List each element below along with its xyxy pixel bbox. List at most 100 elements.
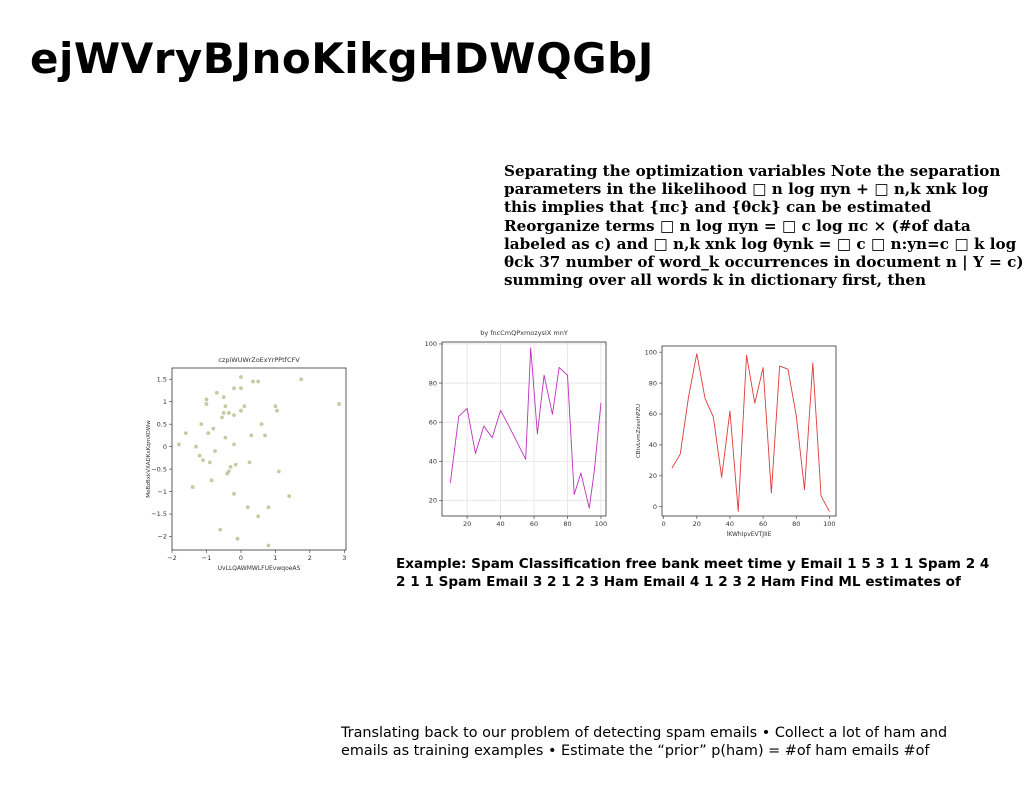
scatter-point: [232, 442, 236, 447]
plot-frame: [661, 345, 837, 517]
scatter-point: [256, 514, 261, 519]
y-tick-label: 60: [429, 418, 437, 426]
x-tick-label: −2: [167, 554, 177, 562]
slide-title: ejWVryBJnoKikgHDWQGbJ: [30, 34, 654, 83]
scatter-point: [239, 386, 243, 391]
scatter-point: [232, 413, 236, 418]
scatter-chart: −2 −1 0 1 2 3 −2 −1.5 −1 −0.5 0 0.5 1 1.5 czpiWUWrZoEx…: [146, 356, 347, 572]
y-axis-label: MeBzBxkVXADKxKqmXOWw: [146, 420, 152, 498]
y-tick-label: 20: [429, 497, 437, 505]
scatter-point: [206, 431, 211, 436]
scatter-point: [176, 442, 181, 447]
y-tick-label: −2: [157, 533, 167, 541]
scatter-point: [235, 536, 240, 541]
spam-example-paragraph: Example: Spam Classification free bank m…: [396, 556, 990, 590]
x-tick-label: 20: [693, 520, 701, 528]
scatter-point: [259, 422, 264, 427]
scatter-point: [299, 377, 304, 382]
chart-title: by fncCmQPxmozysIX mnY: [480, 329, 568, 337]
plot-frame: [171, 367, 347, 551]
x-tick-label: 3: [342, 554, 346, 562]
scatter-point: [226, 411, 231, 415]
scatter-point: [204, 402, 209, 406]
scatter-point: [275, 408, 279, 413]
optimization-paragraph: Separating the optimization variables No…: [504, 162, 1024, 290]
x-tick-label: 40: [496, 520, 504, 528]
y-axis-label: CBtvLvmZzevihPZU: [636, 404, 642, 458]
x-tick-label: 0: [662, 520, 666, 528]
y-tick-label: 80: [429, 379, 437, 387]
scatter-point: [232, 491, 236, 496]
scatter-point: [245, 505, 250, 510]
magenta-line-chart: 20 40 60 80 100 20 40 60 80 100 by fncCmQPxmozysIX…: [425, 329, 608, 528]
scatter-point: [211, 426, 216, 431]
scatter-point: [190, 485, 195, 489]
scatter-point: [199, 422, 204, 427]
scatter-point: [228, 464, 233, 469]
x-tick-label: 80: [792, 520, 800, 528]
scatter-point: [201, 458, 205, 463]
scatter-point: [287, 494, 292, 498]
y-tick-label: 100: [425, 340, 437, 348]
scatter-point: [251, 379, 255, 384]
series-line: [671, 353, 830, 512]
scatter-point: [266, 505, 271, 510]
x-tick-label: 60: [530, 520, 538, 528]
y-tick-label: 40: [649, 441, 657, 449]
x-tick-label: 1: [273, 554, 277, 562]
scatter-point: [218, 527, 223, 532]
scatter-point: [209, 478, 214, 483]
x-tick-label: 60: [759, 520, 767, 528]
scatter-point: [239, 375, 243, 379]
x-tick-label: 80: [563, 520, 571, 528]
y-tick-label: 40: [429, 457, 437, 465]
scatter-point: [239, 408, 243, 413]
y-tick-label: 0.5: [157, 420, 167, 428]
y-tick-label: 1.5: [157, 375, 167, 383]
scatter-point: [213, 449, 217, 454]
scatter-point: [256, 379, 261, 384]
x-tick-label: 2: [308, 554, 312, 562]
chart-title: czpiWUWrZoExYrPPtfCFV: [218, 356, 300, 364]
scatter-point: [276, 469, 281, 474]
red-line-chart: 0 20 40 60 80 100 0 20 40 60 80 100 lKWhlpvEVTJIIE CB…: [636, 345, 837, 538]
y-tick-label: 20: [649, 472, 657, 480]
y-tick-label: −1: [157, 488, 167, 496]
y-tick-label: 100: [645, 348, 657, 356]
scatter-point: [197, 453, 202, 458]
y-tick-label: 60: [649, 410, 657, 418]
scatter-point: [242, 404, 247, 409]
scatter-point: [232, 386, 236, 391]
scatter-point: [233, 462, 238, 467]
x-tick-label: 100: [823, 520, 835, 528]
x-tick-label: 20: [463, 520, 471, 528]
x-axis-label: lKWhlpvEVTJIIE: [727, 531, 772, 538]
y-tick-label: −1.5: [151, 510, 167, 518]
x-tick-label: 0: [239, 554, 243, 562]
x-tick-label: 40: [726, 520, 734, 528]
scatter-point: [220, 415, 224, 420]
y-tick-label: −0.5: [151, 465, 167, 473]
scatter-point: [247, 460, 252, 465]
plot-frame: [441, 341, 607, 517]
scatter-point: [214, 390, 219, 395]
ham-spam-paragraph: Translating back to our problem of detec…: [341, 725, 948, 759]
scatter-point: [221, 395, 226, 400]
scatter-point: [266, 543, 271, 548]
scatter-point: [273, 404, 278, 409]
series-line: [449, 347, 602, 509]
scatter-point: [183, 431, 188, 436]
y-tick-label: 80: [649, 379, 657, 387]
scatter-point: [223, 404, 228, 409]
y-tick-label: 1: [163, 398, 167, 406]
x-tick-label: 100: [595, 520, 607, 528]
y-tick-label: 0: [653, 503, 657, 511]
scatter-point: [337, 402, 342, 406]
y-tick-label: 0: [163, 443, 167, 451]
scatter-point: [194, 444, 199, 449]
scatter-point: [208, 460, 212, 465]
scatter-point: [221, 411, 226, 415]
scatter-point: [226, 469, 231, 474]
scatter-point: [263, 433, 267, 438]
scatter-point: [249, 433, 254, 438]
